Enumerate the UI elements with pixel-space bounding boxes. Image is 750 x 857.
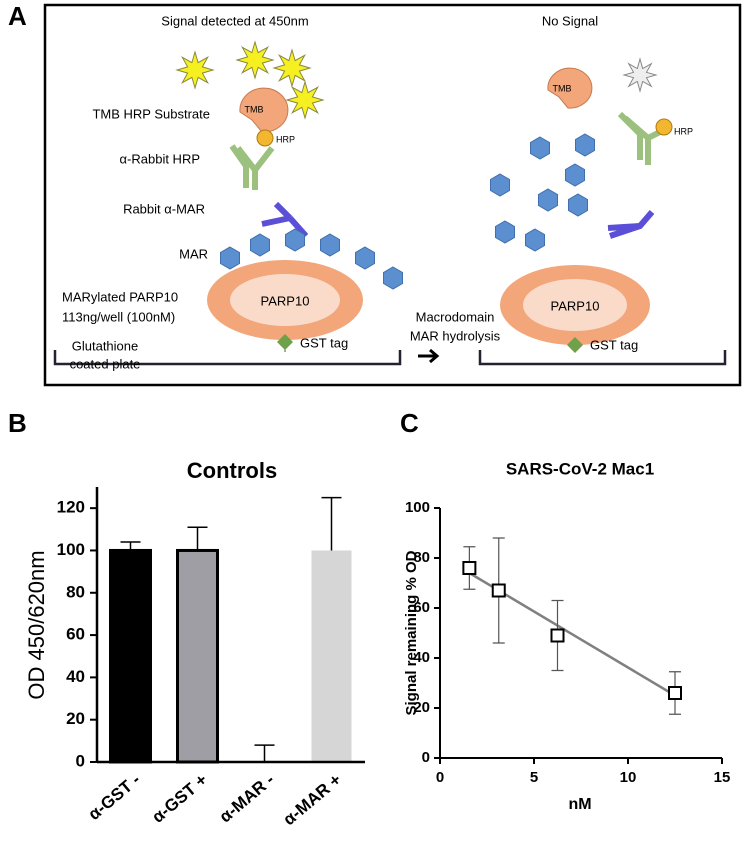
mar-hexagon: [320, 233, 340, 257]
y-tick-label: 20: [413, 699, 430, 716]
panel-letter: B: [8, 408, 27, 438]
label: Rabbit α-MAR: [123, 201, 205, 216]
panel-letter: C: [400, 408, 419, 438]
star: [272, 48, 312, 88]
panel-frame: [43, 3, 742, 387]
y-axis-label: OD 450/620nm: [24, 550, 49, 699]
antibody: [607, 210, 655, 239]
mar-hexagon: [565, 163, 585, 187]
point: [668, 686, 682, 700]
parp10-highlight: [523, 279, 627, 331]
diagram-shapes: [53, 67, 727, 366]
x-tick-label: 5: [530, 769, 538, 786]
mar-hexagon: [530, 136, 550, 160]
hrp: [256, 129, 274, 147]
mar-hexagon: [538, 188, 558, 212]
chart-title: Controls: [187, 458, 277, 483]
parp10-highlight: [230, 274, 340, 326]
y-tick-label: 40: [413, 649, 430, 666]
x-tick-label: α-MAR -: [216, 770, 278, 826]
mar-hexagon: [285, 228, 305, 252]
mar-hexagon: [383, 266, 403, 290]
x-tick-label: 10: [620, 769, 637, 786]
y-tick-label: 60: [66, 625, 85, 644]
star: [175, 50, 215, 90]
y-tick-label: 20: [66, 709, 85, 728]
label: PARP10: [551, 298, 600, 313]
mar-hexagon: [495, 220, 515, 244]
label: MARylated PARP10: [62, 289, 178, 304]
star: [235, 40, 275, 80]
plate: [478, 350, 727, 366]
x-tick-label: α-GST +: [148, 770, 211, 827]
y-tick-label: 0: [76, 751, 85, 770]
label: PARP10: [261, 293, 310, 308]
x-tick-label: α-MAR +: [280, 770, 345, 829]
error-bar: [187, 526, 208, 551]
label: TMB: [245, 104, 264, 114]
mar-hexagon: [250, 233, 270, 257]
label: α-Rabbit HRP: [120, 151, 200, 166]
bar: [109, 548, 152, 764]
y-axis-label: Signal remaining % OD: [403, 550, 420, 715]
mar-hexagon: [568, 193, 588, 217]
bar: [176, 548, 219, 764]
tmb: [239, 87, 289, 133]
y-tick-label: 80: [413, 549, 430, 566]
tmb: [547, 67, 593, 109]
error-bar: [120, 541, 141, 551]
label: HRP: [276, 134, 295, 144]
label: Signal detected at 450nm: [161, 13, 308, 28]
label: TMB: [553, 83, 572, 93]
y-tick-label: 40: [66, 667, 85, 686]
hrp: [655, 118, 673, 136]
x-tick-label: α-GST -: [85, 770, 144, 824]
label: MAR hydrolysis: [410, 328, 501, 343]
bar: [311, 550, 352, 762]
y-tick-label: 100: [405, 499, 430, 516]
label: MAR: [179, 246, 208, 261]
label: coated plate: [70, 356, 141, 371]
label: Macrodomain: [416, 309, 495, 324]
label: GST tag: [590, 337, 638, 352]
mar-hexagon: [490, 173, 510, 197]
x-tick-label: 0: [436, 769, 444, 786]
panel-letter: A: [8, 1, 27, 31]
label: Glutathione: [72, 338, 139, 353]
x-axis-label: nM: [568, 796, 591, 813]
point: [550, 628, 565, 643]
mar-hexagon: [575, 133, 595, 157]
star: [285, 80, 325, 120]
x-tick-label: 15: [714, 769, 731, 786]
antibody: [261, 201, 309, 238]
point: [462, 561, 477, 575]
star: [622, 57, 658, 93]
label: TMB HRP Substrate: [92, 106, 210, 121]
label: No Signal: [542, 13, 598, 28]
y-tick-label: 60: [413, 599, 430, 616]
gst-tag: [277, 334, 293, 350]
y-tick-label: 80: [66, 582, 85, 601]
point: [491, 583, 506, 598]
y-tick-label: 0: [422, 749, 430, 766]
y-tick-label: 100: [57, 540, 85, 559]
gst-tag: [567, 337, 583, 353]
plate: [53, 350, 402, 366]
mar-hexagon: [220, 246, 240, 270]
error-bar: [254, 744, 275, 762]
y-tick-label: 120: [57, 498, 85, 517]
label: GST tag: [300, 335, 348, 350]
mar-hexagon: [355, 246, 375, 270]
error-bar: [321, 496, 342, 551]
antibody: [229, 144, 275, 190]
label: HRP: [674, 126, 693, 136]
chart-title: SARS-CoV-2 Mac1: [506, 459, 654, 478]
label: 113ng/well (100nM): [62, 309, 175, 324]
mar-hexagon: [525, 228, 545, 252]
arrow: [418, 348, 440, 364]
